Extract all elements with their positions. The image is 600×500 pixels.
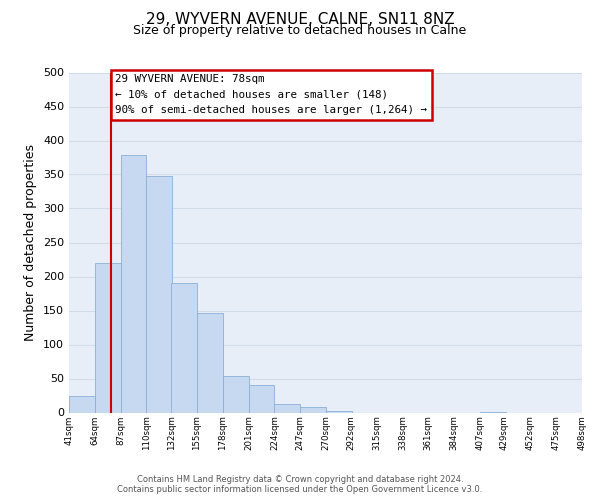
Bar bbox=[121, 156, 146, 412]
Bar bbox=[274, 404, 300, 412]
Bar bbox=[223, 376, 248, 412]
Bar bbox=[326, 411, 352, 412]
Bar bbox=[95, 263, 121, 412]
Bar bbox=[146, 176, 172, 412]
Bar bbox=[171, 284, 197, 412]
Y-axis label: Number of detached properties: Number of detached properties bbox=[25, 144, 37, 341]
Text: 29, WYVERN AVENUE, CALNE, SN11 8NZ: 29, WYVERN AVENUE, CALNE, SN11 8NZ bbox=[146, 12, 454, 28]
Text: 29 WYVERN AVENUE: 78sqm
← 10% of detached houses are smaller (148)
90% of semi-d: 29 WYVERN AVENUE: 78sqm ← 10% of detache… bbox=[115, 74, 427, 116]
Bar bbox=[300, 407, 326, 412]
Text: Contains HM Land Registry data © Crown copyright and database right 2024.: Contains HM Land Registry data © Crown c… bbox=[137, 475, 463, 484]
Text: Size of property relative to detached houses in Calne: Size of property relative to detached ho… bbox=[133, 24, 467, 37]
Bar bbox=[248, 386, 274, 412]
Bar bbox=[197, 312, 223, 412]
Text: Contains public sector information licensed under the Open Government Licence v3: Contains public sector information licen… bbox=[118, 485, 482, 494]
Bar bbox=[69, 396, 95, 412]
